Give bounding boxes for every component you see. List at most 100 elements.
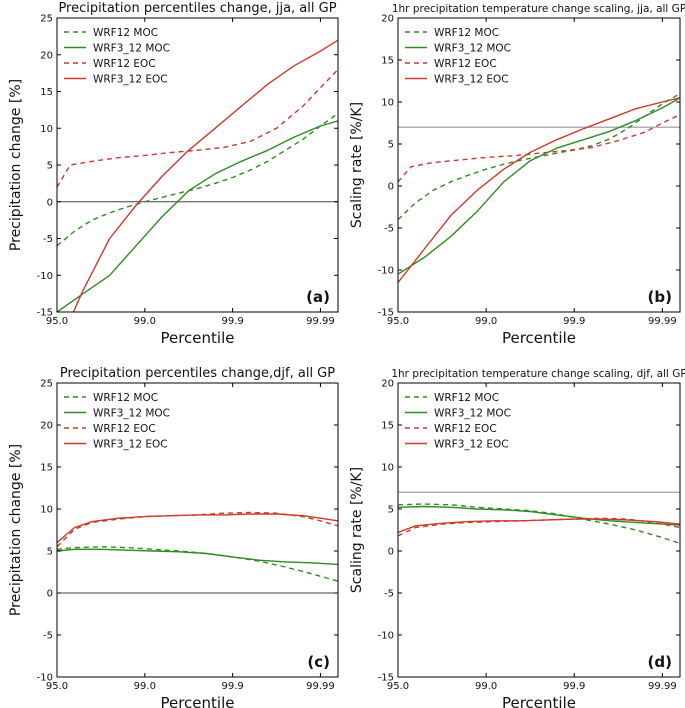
y-tick-label: 5: [47, 547, 53, 558]
x-axis-label: Percentile: [502, 694, 576, 708]
legend: WRF12 MOC WRF3_12 MOC WRF12 EOC WRF3_12 EOC: [405, 27, 511, 86]
x-tick-label: 99.9: [563, 316, 585, 327]
plot-frame: [397, 382, 681, 678]
y-tick-label: 5: [47, 161, 53, 172]
x-tick-label: 95.0: [46, 681, 68, 692]
x-tick-label: 99.0: [475, 316, 497, 327]
plot-frame: [397, 17, 681, 313]
y-tick-label: -10: [378, 631, 394, 642]
x-tick-label: 99.0: [134, 681, 156, 692]
y-tick-label: 5: [388, 505, 394, 516]
legend-label: WRF12 EOC: [434, 58, 497, 70]
y-tick-label: 15: [381, 56, 394, 67]
y-tick-label: 20: [40, 50, 53, 61]
series-line-wrf3-12-eoc: [398, 518, 680, 534]
x-tick-label: 95.0: [387, 681, 409, 692]
y-tick-label: 0: [47, 589, 53, 600]
plot-frame: [56, 382, 339, 678]
x-axis-label: Percentile: [160, 694, 234, 708]
y-tick-label: 10: [40, 124, 53, 135]
x-tick-label: 99.0: [134, 316, 156, 327]
series-line-wrf12-eoc: [57, 511, 338, 548]
series-line-wrf12-moc: [398, 503, 680, 545]
y-tick-label: 20: [40, 421, 53, 432]
legend-label: WRF12 MOC: [93, 27, 158, 39]
x-axis-label: Percentile: [160, 329, 234, 347]
legend-label: WRF3_12 MOC: [434, 43, 511, 55]
y-tick-label: 20: [381, 14, 394, 25]
panel-tag: (c): [307, 653, 330, 671]
x-tick-label: 99.99: [306, 681, 335, 692]
panel-tag: (a): [306, 288, 330, 306]
legend-label: WRF12 MOC: [93, 392, 158, 404]
legend-label: WRF3_12 MOC: [434, 408, 511, 420]
chart-title: Precipitation percentiles change, jja, a…: [58, 1, 336, 16]
legend-label: WRF12 EOC: [93, 58, 156, 70]
x-tick-label: 99.99: [648, 681, 677, 692]
x-tick-label: 99.99: [306, 316, 335, 327]
x-tick-label: 99.9: [563, 681, 585, 692]
x-tick-label: 99.9: [221, 681, 243, 692]
series-line-wrf3-12-eoc: [398, 97, 680, 284]
y-tick-label: 0: [388, 182, 394, 193]
y-tick-label: -5: [43, 234, 53, 245]
y-axis-label: Scaling rate [%/K]: [349, 467, 365, 593]
series-line-wrf12-moc: [57, 112, 338, 247]
y-tick-label: 10: [381, 98, 394, 109]
y-tick-label: -5: [384, 224, 394, 235]
chart-title: 1hr precipitation temperature change sca…: [391, 368, 685, 380]
series-line-wrf12-eoc: [57, 69, 338, 188]
legend-label: WRF12 MOC: [434, 392, 499, 404]
panel-a: Precipitation percentiles change, jja, a…: [8, 1, 339, 347]
panel-d: 1hr precipitation temperature change sca…: [349, 368, 685, 708]
y-axis-label: Precipitation change [%]: [8, 79, 24, 251]
panel-tag: (d): [648, 653, 672, 671]
y-tick-label: 15: [40, 87, 53, 98]
series-line-wrf3-12-moc: [398, 97, 680, 275]
panel-tag: (b): [648, 288, 672, 306]
legend-label: WRF3_12 EOC: [434, 74, 509, 86]
y-tick-label: 0: [388, 547, 394, 558]
legend-label: WRF3_12 MOC: [93, 408, 170, 420]
series-line-wrf3-12-eoc: [57, 513, 338, 544]
y-tick-label: 15: [381, 421, 394, 432]
y-tick-label: 25: [40, 379, 53, 390]
legend-label: WRF3_12 EOC: [93, 439, 168, 451]
y-tick-label: -5: [384, 589, 394, 600]
y-tick-label: 20: [381, 379, 394, 390]
y-tick-label: -10: [37, 271, 53, 282]
y-tick-label: 0: [47, 197, 53, 208]
legend-label: WRF3_12 EOC: [434, 439, 509, 451]
y-tick-label: -15: [378, 308, 394, 319]
series-line-wrf3-12-moc: [398, 505, 680, 526]
y-tick-label: -10: [378, 266, 394, 277]
y-tick-label: -5: [43, 631, 53, 642]
x-tick-label: 99.99: [648, 316, 677, 327]
y-axis-label: Precipitation change [%]: [8, 444, 24, 616]
legend: WRF12 MOC WRF3_12 MOC WRF12 EOC WRF3_12 EOC: [64, 27, 170, 86]
y-tick-label: -10: [37, 673, 53, 684]
series-line-wrf3-12-moc: [57, 548, 338, 566]
x-tick-label: 99.0: [475, 681, 497, 692]
panel-c: Precipitation percentiles change,djf, al…: [8, 366, 339, 708]
panel-b: 1hr precipitation temperature change sca…: [349, 3, 685, 347]
y-tick-label: 5: [388, 140, 394, 151]
x-axis-label: Percentile: [502, 329, 576, 347]
chart-title: Precipitation percentiles change,djf, al…: [60, 366, 335, 381]
y-axis-label: Scaling rate [%/K]: [349, 102, 365, 228]
legend: WRF12 MOC WRF3_12 MOC WRF12 EOC WRF3_12 EOC: [405, 392, 511, 451]
y-tick-label: 25: [40, 14, 53, 25]
chart-title: 1hr precipitation temperature change sca…: [392, 3, 685, 15]
legend-label: WRF12 EOC: [93, 423, 156, 435]
y-tick-label: 10: [40, 505, 53, 516]
x-tick-label: 95.0: [387, 316, 409, 327]
series-line-wrf3-12-moc: [57, 120, 338, 312]
legend-label: WRF3_12 MOC: [93, 43, 170, 55]
y-tick-label: 10: [381, 463, 394, 474]
legend: WRF12 MOC WRF3_12 MOC WRF12 EOC WRF3_12 EOC: [64, 392, 170, 451]
series-line-wrf12-moc: [57, 546, 338, 582]
x-tick-label: 99.9: [221, 316, 243, 327]
y-tick-label: -15: [378, 673, 394, 684]
series-line-wrf12-eoc: [398, 113, 680, 183]
